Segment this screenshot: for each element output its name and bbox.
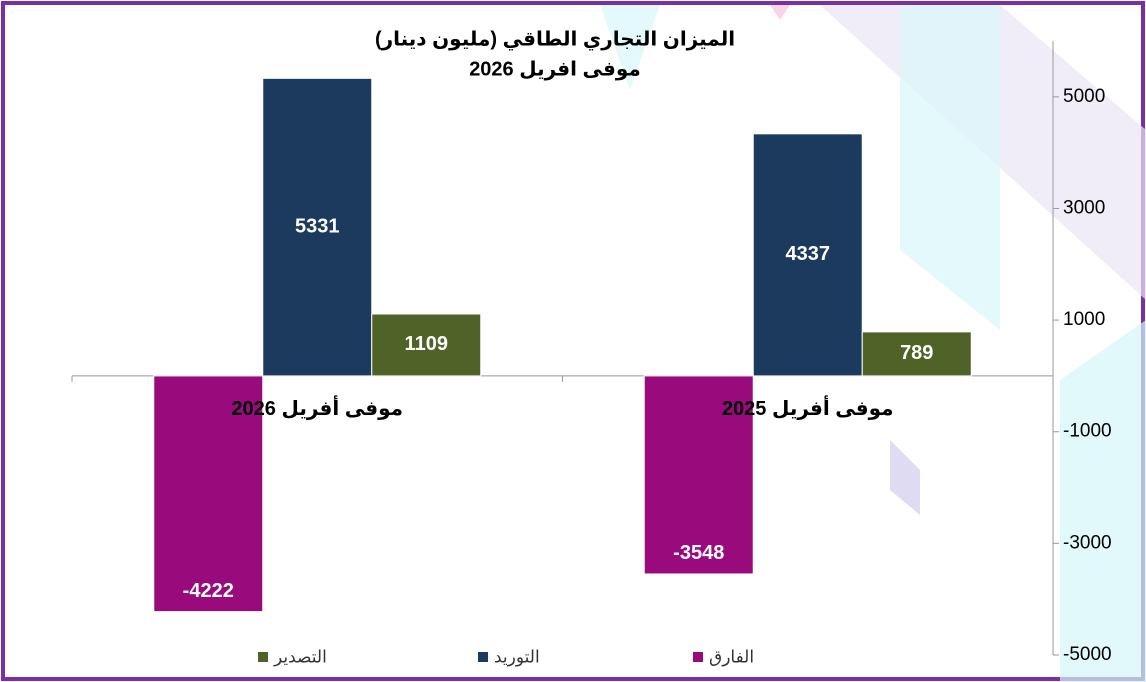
value-label: 789 bbox=[900, 342, 933, 364]
y-tick-label: 5000 bbox=[1063, 86, 1105, 107]
bar bbox=[153, 375, 264, 613]
bar bbox=[861, 331, 972, 377]
legend-label: الفارق bbox=[709, 647, 754, 666]
deco-shape bbox=[900, 5, 1000, 330]
legend-swatch bbox=[258, 652, 268, 662]
value-label: -3548 bbox=[673, 542, 724, 564]
y-tick-label: -1000 bbox=[1063, 421, 1112, 442]
value-label: 4337 bbox=[786, 243, 831, 265]
y-tick-label: 3000 bbox=[1063, 197, 1105, 218]
bar bbox=[752, 133, 863, 377]
y-tick-label: -5000 bbox=[1063, 644, 1112, 665]
x-tick-label: موفى أفريل 2026 bbox=[231, 394, 403, 420]
legend-label: التوريد bbox=[494, 647, 540, 666]
bar bbox=[371, 313, 482, 377]
legend-label: التصدير bbox=[273, 647, 327, 666]
value-label: -4222 bbox=[183, 580, 234, 602]
y-tick-label: -3000 bbox=[1063, 532, 1112, 553]
legend-swatch bbox=[693, 652, 703, 662]
deco-shape bbox=[770, 5, 790, 20]
chart-subtitle: موفى افريل 2026 bbox=[469, 58, 641, 80]
deco-shape bbox=[600, 5, 660, 90]
legend-swatch bbox=[478, 652, 488, 662]
deco-shape bbox=[1060, 320, 1146, 682]
value-label: 5331 bbox=[295, 215, 340, 237]
chart-title: الميزان التجاري الطاقي (مليون دينار) bbox=[375, 28, 735, 51]
deco-shape bbox=[890, 440, 920, 515]
value-label: 1109 bbox=[405, 333, 448, 355]
y-tick-label: 1000 bbox=[1063, 309, 1105, 330]
x-tick-label: موفى أفريل 2025 bbox=[722, 394, 894, 420]
bar bbox=[643, 375, 754, 575]
bar bbox=[262, 77, 373, 377]
